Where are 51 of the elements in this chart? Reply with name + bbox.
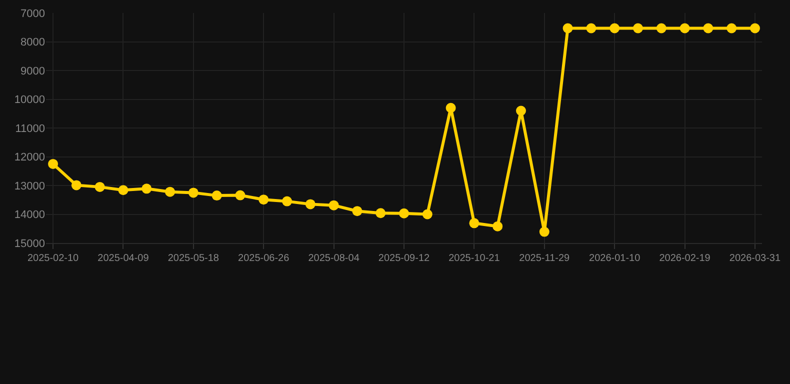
x-tick-label: 2025-08-04 <box>308 253 360 264</box>
point <box>586 23 596 34</box>
point <box>94 182 105 192</box>
y-tick-label: 14000 <box>14 209 45 222</box>
point <box>680 23 690 34</box>
point <box>422 209 432 220</box>
y-tick-label: 9000 <box>20 65 45 78</box>
point <box>71 180 82 190</box>
x-tick-label: 2026-01-10 <box>589 253 641 264</box>
point <box>399 208 409 218</box>
point <box>258 194 269 205</box>
point <box>212 190 222 201</box>
point <box>328 200 339 210</box>
y-tick-label: 11000 <box>15 122 45 135</box>
y-tick-label: 12000 <box>14 152 45 164</box>
x-tick-label: 2025-04-09 <box>98 253 150 264</box>
point <box>703 23 714 34</box>
y-tick-label: 13000 <box>14 180 45 192</box>
point <box>539 226 550 237</box>
x-tick-label: 2025-02-10 <box>27 253 80 264</box>
point <box>446 102 456 113</box>
y-tick-label: 8000 <box>20 36 45 49</box>
point <box>352 206 362 216</box>
point <box>750 23 760 34</box>
point <box>142 184 152 194</box>
point <box>726 23 737 34</box>
y-tick-label: 7000 <box>20 8 45 20</box>
x-tick-label: 2025-06-26 <box>238 253 290 264</box>
x-tick-label: 2025-09-12 <box>378 253 430 264</box>
point <box>118 185 128 196</box>
point <box>235 190 246 200</box>
y-tick-label: 15000 <box>14 238 45 250</box>
x-tick-label: 2026-02-19 <box>659 253 711 264</box>
point <box>282 196 292 206</box>
point <box>610 23 620 34</box>
x-tick-label: 2025-10-21 <box>448 253 500 264</box>
point <box>305 199 316 210</box>
y-tick-label: 10000 <box>14 94 45 106</box>
point <box>376 208 386 218</box>
point <box>165 186 176 197</box>
point <box>632 23 643 34</box>
point <box>469 218 480 228</box>
point <box>48 158 58 169</box>
x-tick-label: 2025-05-18 <box>168 253 220 264</box>
point <box>516 106 526 116</box>
point <box>188 188 198 198</box>
x-tick-label: 2026-03-31 <box>729 253 781 264</box>
point <box>656 23 666 34</box>
x-tick-label: 2025-11-29 <box>519 253 570 264</box>
point <box>562 23 573 34</box>
point <box>492 221 503 232</box>
